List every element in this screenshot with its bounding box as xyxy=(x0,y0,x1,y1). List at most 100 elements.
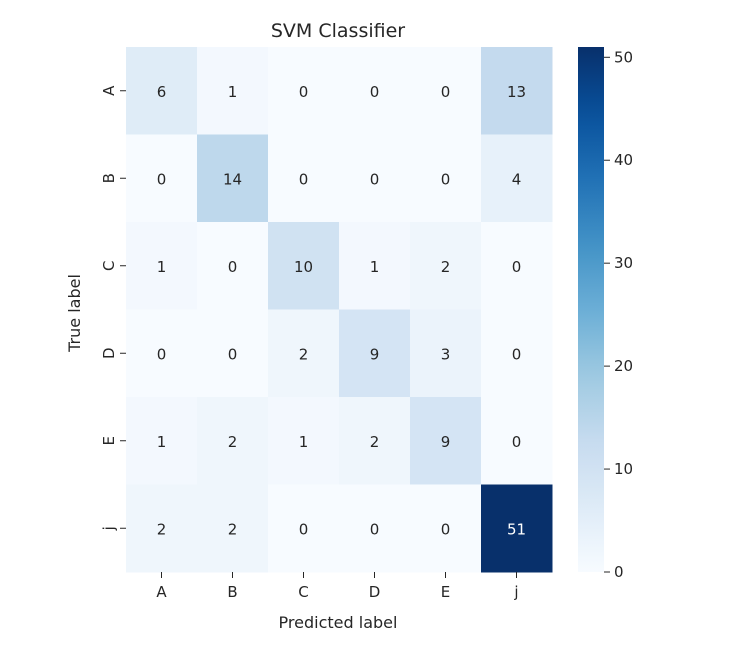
cell-value-label: 6 xyxy=(157,83,167,101)
cell-value-label: 51 xyxy=(507,520,526,538)
cell-value-label: 2 xyxy=(441,258,451,276)
cell-value-label: 3 xyxy=(441,345,451,363)
cell-value-label: 0 xyxy=(512,433,522,451)
x-tick-label: C xyxy=(298,583,308,601)
heatmap-cell xyxy=(339,484,411,573)
heatmap-cell xyxy=(339,222,411,310)
heatmap-cell xyxy=(339,309,411,398)
y-tick-label: A xyxy=(100,85,118,96)
heatmap-cell xyxy=(410,309,482,398)
y-tick-label: j xyxy=(100,526,118,531)
cell-value-label: 9 xyxy=(441,433,451,451)
heatmap-cell xyxy=(410,134,482,223)
colorbar-tick-label: 50 xyxy=(614,48,633,66)
chart-title: SVM Classifier xyxy=(271,20,405,42)
heatmap-cell xyxy=(197,397,269,485)
heatmap-cell xyxy=(268,47,340,135)
cell-value-label: 2 xyxy=(228,520,238,538)
heatmap-cell xyxy=(126,397,198,485)
cell-value-label: 0 xyxy=(441,520,451,538)
heatmap-cell xyxy=(481,222,553,310)
colorbar-tick-label: 10 xyxy=(614,460,633,478)
colorbar-tick-label: 30 xyxy=(614,254,633,272)
x-axis-label: Predicted label xyxy=(279,613,398,632)
heatmap-cell xyxy=(197,484,269,573)
heatmap-cell xyxy=(268,397,340,485)
heatmap-cell xyxy=(197,134,269,223)
cell-value-label: 0 xyxy=(441,83,451,101)
heatmap-cell xyxy=(268,134,340,223)
colorbar-tick-label: 20 xyxy=(614,357,633,375)
x-tick-label: B xyxy=(227,583,237,601)
cell-value-label: 2 xyxy=(228,433,238,451)
heatmap-cells xyxy=(126,47,553,573)
x-tick-label: A xyxy=(156,583,167,601)
cell-value-label: 2 xyxy=(157,520,167,538)
cell-value-label: 1 xyxy=(299,433,309,451)
heatmap-cell xyxy=(197,309,269,398)
heatmap-cell xyxy=(339,134,411,223)
heatmap-cell xyxy=(481,47,553,135)
cell-value-label: 1 xyxy=(228,83,238,101)
heatmap-cell xyxy=(126,309,198,398)
cell-value-label: 10 xyxy=(294,258,313,276)
heatmap-cell xyxy=(410,484,482,573)
heatmap-cell xyxy=(126,484,198,573)
heatmap-cell xyxy=(339,397,411,485)
heatmap-cell xyxy=(126,222,198,310)
cell-value-label: 0 xyxy=(370,170,380,188)
heatmap-cell-labels: 6 1 0 0 0 130 14 0 0 0 41 0 10 1 2 00 0 2 9 3 01 2 1 2 9 02 2 0 0 0 51 xyxy=(157,83,526,539)
heatmap-cell xyxy=(481,134,553,223)
heatmap-cell xyxy=(268,484,340,573)
heatmap-cell xyxy=(197,222,269,310)
colorbar-tick-label: 40 xyxy=(614,151,633,169)
heatmap-cell xyxy=(410,47,482,135)
colorbar-bar xyxy=(578,47,604,572)
y-axis: A B C D Ej xyxy=(100,85,126,531)
y-tick-label: D xyxy=(100,347,118,359)
colorbar: 0 10 20 30 40 50 xyxy=(578,47,633,581)
heatmap-cell xyxy=(410,397,482,485)
cell-value-label: 0 xyxy=(228,258,238,276)
cell-value-label: 0 xyxy=(370,520,380,538)
y-tick-label: B xyxy=(100,173,118,183)
cell-value-label: 0 xyxy=(157,345,167,363)
x-tick-label: D xyxy=(369,583,381,601)
heatmap-cell xyxy=(197,47,269,135)
heatmap-cell xyxy=(268,309,340,398)
cell-value-label: 0 xyxy=(512,258,522,276)
cell-value-label: 0 xyxy=(370,83,380,101)
y-axis-label: True label xyxy=(65,274,84,353)
y-tick-label: E xyxy=(100,436,118,445)
heatmap-cell xyxy=(481,309,553,398)
y-tick-label: C xyxy=(100,261,118,271)
cell-value-label: 1 xyxy=(157,258,167,276)
heatmap-cell xyxy=(481,397,553,485)
cell-value-label: 2 xyxy=(370,433,380,451)
heatmap-cell xyxy=(126,134,198,223)
cell-value-label: 1 xyxy=(370,258,380,276)
cell-value-label: 0 xyxy=(299,170,309,188)
x-tick-label: E xyxy=(441,583,450,601)
cell-value-label: 0 xyxy=(441,170,451,188)
cell-value-label: 0 xyxy=(228,345,238,363)
cell-value-label: 0 xyxy=(157,170,167,188)
heatmap-cell xyxy=(339,47,411,135)
heatmap-cell xyxy=(410,222,482,310)
cell-value-label: 2 xyxy=(299,345,309,363)
cell-value-label: 13 xyxy=(507,83,526,101)
x-tick-label: j xyxy=(513,583,518,601)
cell-value-label: 4 xyxy=(512,170,522,188)
cell-value-label: 0 xyxy=(512,345,522,363)
heatmap-cell xyxy=(481,484,553,573)
cell-value-label: 0 xyxy=(299,83,309,101)
cell-value-label: 1 xyxy=(157,433,167,451)
heatmap-cell xyxy=(268,222,340,310)
cell-value-label: 9 xyxy=(370,345,380,363)
cell-value-label: 0 xyxy=(299,520,309,538)
cell-value-label: 14 xyxy=(223,170,242,188)
colorbar-tick-label: 0 xyxy=(614,563,624,581)
